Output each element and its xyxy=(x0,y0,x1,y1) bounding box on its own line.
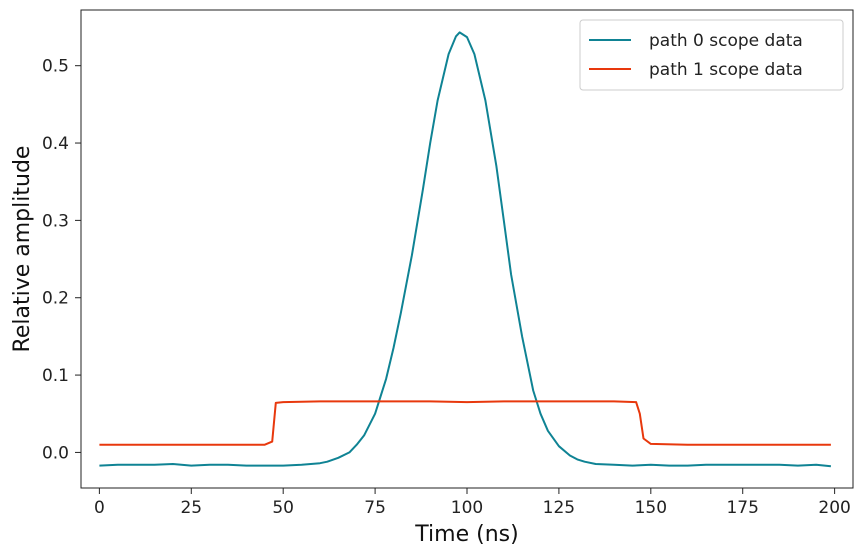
x-axis-title: Time (ns) xyxy=(414,522,518,547)
x-tick-label: 25 xyxy=(180,498,202,518)
y-tick-label: 0.0 xyxy=(42,443,69,463)
y-tick-label: 0.5 xyxy=(42,57,69,77)
x-tick-label: 125 xyxy=(543,498,575,518)
y-tick-label: 0.2 xyxy=(42,289,69,309)
legend-box xyxy=(579,19,844,91)
x-tick-label: 100 xyxy=(451,498,483,518)
x-tick-label: 75 xyxy=(364,498,386,518)
legend-label-path-0: path 0 scope data xyxy=(649,31,803,51)
series-layer xyxy=(99,31,832,468)
series-line-path-1 xyxy=(99,400,831,446)
y-axis-title: Relative amplitude xyxy=(10,146,35,353)
legend-label-path-1: path 1 scope data xyxy=(649,60,803,80)
x-axis-ticks: 0 25 50 75 100 125 150 175 200 xyxy=(94,488,851,518)
x-tick-label: 50 xyxy=(272,498,294,518)
x-tick-label: 150 xyxy=(635,498,667,518)
y-tick-label: 0.1 xyxy=(42,366,69,386)
y-tick-label: 0.4 xyxy=(42,134,69,154)
x-tick-label: 200 xyxy=(818,498,850,518)
y-axis-ticks: 0.0 0.1 0.2 0.3 0.4 0.5 xyxy=(42,57,81,463)
y-tick-label: 0.3 xyxy=(42,211,69,231)
series-line-path-0 xyxy=(99,31,832,468)
x-tick-label: 175 xyxy=(726,498,758,518)
x-tick-label: 0 xyxy=(94,498,105,518)
legend: path 0 scope data path 1 scope data xyxy=(579,19,844,91)
